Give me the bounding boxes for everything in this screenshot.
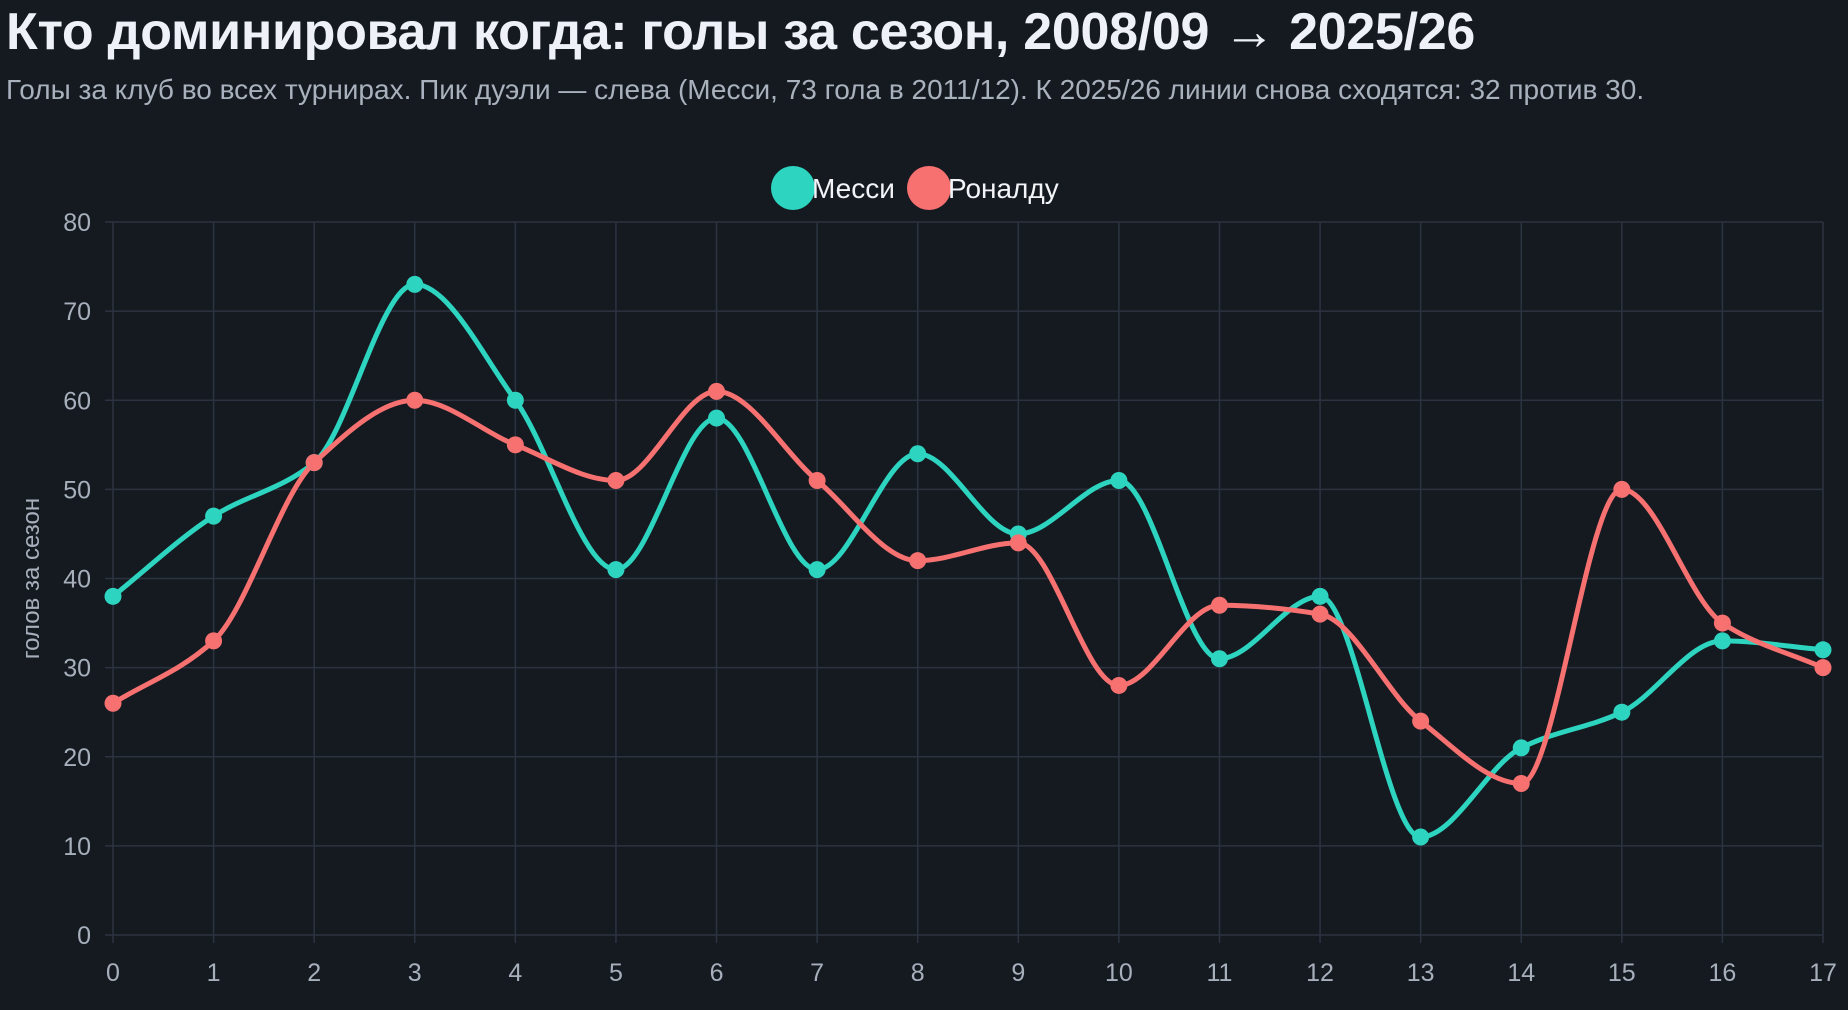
chart-subtitle: Голы за клуб во всех турнирах. Пик дуэли… <box>6 74 1645 105</box>
data-point[interactable] <box>1311 605 1329 623</box>
legend-swatch-0[interactable] <box>771 166 815 210</box>
data-point[interactable] <box>1210 596 1228 614</box>
data-point[interactable] <box>708 382 726 400</box>
legend-swatch-1[interactable] <box>907 166 951 210</box>
x-tick-label: 0 <box>106 959 120 987</box>
y-tick-label: 30 <box>63 655 91 683</box>
series-line-0 <box>110 281 1826 840</box>
data-point[interactable] <box>1009 534 1027 552</box>
x-tick-label: 4 <box>508 959 522 987</box>
data-point[interactable] <box>305 454 323 472</box>
x-tick-label: 1 <box>207 959 221 987</box>
chart-grid <box>105 221 1824 943</box>
series-line-1 <box>110 388 1826 786</box>
x-tick-label: 16 <box>1709 959 1737 987</box>
x-tick-label: 13 <box>1407 959 1435 987</box>
data-point[interactable] <box>1311 587 1329 605</box>
y-tick-label: 10 <box>63 833 91 861</box>
data-point[interactable] <box>1613 480 1631 498</box>
data-point[interactable] <box>808 561 826 579</box>
x-tick-label: 9 <box>1011 959 1025 987</box>
data-point[interactable] <box>1210 650 1228 668</box>
y-tick-label: 20 <box>63 744 91 772</box>
data-point[interactable] <box>104 587 122 605</box>
y-tick-label: 40 <box>63 566 91 594</box>
x-tick-label: 10 <box>1105 959 1133 987</box>
x-tick-label: 12 <box>1306 959 1334 987</box>
x-tick-label: 6 <box>710 959 724 987</box>
data-point[interactable] <box>1713 614 1731 632</box>
data-point[interactable] <box>506 391 524 409</box>
y-tick-label: 0 <box>77 922 91 950</box>
data-point[interactable] <box>406 275 424 293</box>
data-point[interactable] <box>909 552 927 570</box>
data-point[interactable] <box>104 694 122 712</box>
x-tick-label: 17 <box>1809 959 1837 987</box>
data-point[interactable] <box>1512 774 1530 792</box>
x-tick-label: 15 <box>1608 959 1636 987</box>
y-tick-label: 60 <box>63 387 91 415</box>
data-point[interactable] <box>1613 703 1631 721</box>
chart-series-points <box>104 275 1832 846</box>
legend-label-1[interactable]: Роналду <box>948 173 1059 204</box>
x-tick-label: 7 <box>810 959 824 987</box>
chart-legend: Месси Роналду <box>771 166 1059 210</box>
x-tick-label: 3 <box>408 959 422 987</box>
y-tick-label: 70 <box>63 298 91 326</box>
data-point[interactable] <box>1814 659 1832 677</box>
data-point[interactable] <box>607 471 625 489</box>
y-axis-title: голов за сезон <box>18 498 45 659</box>
data-point[interactable] <box>1412 712 1430 730</box>
data-point[interactable] <box>909 445 927 463</box>
x-tick-label: 2 <box>307 959 321 987</box>
data-point[interactable] <box>607 561 625 579</box>
data-point[interactable] <box>1412 828 1430 846</box>
chart-title: Кто доминировал когда: голы за сезон, 20… <box>6 3 1475 61</box>
data-point[interactable] <box>708 409 726 427</box>
data-point[interactable] <box>506 436 524 454</box>
data-point[interactable] <box>1814 641 1832 659</box>
data-point[interactable] <box>205 632 223 650</box>
x-tick-label: 14 <box>1507 959 1535 987</box>
x-tick-label: 11 <box>1206 959 1232 987</box>
data-point[interactable] <box>1110 471 1128 489</box>
y-tick-label: 80 <box>63 209 91 237</box>
data-point[interactable] <box>1512 739 1530 757</box>
data-point[interactable] <box>1713 632 1731 650</box>
data-point[interactable] <box>808 471 826 489</box>
x-tick-label: 5 <box>609 959 623 987</box>
data-point[interactable] <box>406 391 424 409</box>
data-point[interactable] <box>205 507 223 525</box>
chart-series-lines <box>110 281 1826 840</box>
y-tick-label: 50 <box>63 476 91 504</box>
x-tick-label: 8 <box>911 959 925 987</box>
legend-label-0[interactable]: Месси <box>812 173 895 204</box>
data-point[interactable] <box>1110 676 1128 694</box>
